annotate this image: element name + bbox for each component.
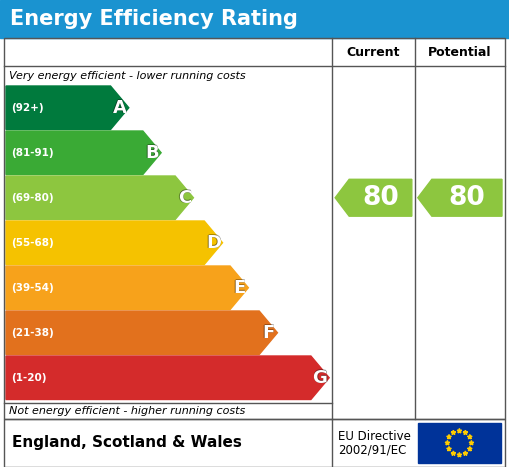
Text: G: G [313,369,328,387]
Text: (1-20): (1-20) [11,373,46,383]
Text: F: F [262,324,274,342]
Text: E: E [233,278,245,296]
Text: F: F [262,323,274,341]
Text: Very energy efficient - lower running costs: Very energy efficient - lower running co… [9,71,246,81]
Bar [418,423,501,463]
Text: 80: 80 [448,185,485,211]
Text: C: C [178,188,191,206]
Text: Potential: Potential [428,45,492,58]
Polygon shape [335,179,412,216]
Polygon shape [468,435,472,439]
Text: D: D [206,234,221,252]
Text: A: A [112,99,127,117]
Text: Current: Current [347,45,400,58]
Polygon shape [6,131,161,175]
Text: D: D [206,234,221,252]
Polygon shape [6,86,129,129]
Text: (21-38): (21-38) [11,328,54,338]
Text: (81-91): (81-91) [11,148,53,158]
Text: B: B [145,144,158,162]
Bar [0,0,509,38]
Polygon shape [6,266,248,310]
Polygon shape [463,451,468,455]
Text: B: B [146,144,159,162]
Text: England, Scotland & Wales: England, Scotland & Wales [12,436,242,451]
Bar [4,38,505,419]
Polygon shape [445,440,449,445]
Text: G: G [313,369,327,387]
Text: D: D [206,234,221,252]
Text: C: C [177,189,190,207]
Polygon shape [447,446,451,451]
Text: C: C [178,189,191,207]
Polygon shape [457,429,462,433]
Text: (39-54): (39-54) [11,283,54,293]
Text: G: G [313,368,327,386]
Text: D: D [205,234,220,252]
Text: E: E [233,279,245,297]
Text: E: E [233,279,245,297]
Polygon shape [418,179,502,216]
Polygon shape [447,435,451,439]
Text: B: B [145,144,159,162]
Text: Not energy efficient - higher running costs: Not energy efficient - higher running co… [9,406,245,416]
Text: C: C [178,189,191,207]
Text: EU Directive: EU Directive [338,430,411,443]
Polygon shape [463,430,468,435]
Text: E: E [234,279,246,297]
Text: A: A [112,99,127,117]
Text: A: A [113,99,127,117]
Text: F: F [263,324,275,342]
Text: (92+): (92+) [11,103,44,113]
Text: F: F [262,324,274,342]
Text: 2002/91/EC: 2002/91/EC [338,444,407,457]
Text: A: A [112,99,126,117]
Text: E: E [233,279,245,297]
Text: A: A [112,98,127,116]
Polygon shape [6,311,277,354]
Polygon shape [451,451,456,455]
Polygon shape [6,176,193,219]
Text: G: G [312,369,327,387]
Polygon shape [6,356,329,399]
Text: Energy Efficiency Rating: Energy Efficiency Rating [10,9,298,29]
Polygon shape [451,430,456,435]
Bar [4,419,505,467]
Text: B: B [145,143,159,161]
Text: C: C [178,189,191,207]
Text: D: D [206,233,221,251]
Polygon shape [457,453,462,457]
Polygon shape [468,446,472,451]
Text: G: G [313,369,327,387]
Polygon shape [6,221,222,264]
Text: 80: 80 [362,185,399,211]
Text: B: B [145,144,159,162]
Text: F: F [262,324,274,342]
Text: (55-68): (55-68) [11,238,54,248]
Text: (69-80): (69-80) [11,193,53,203]
Polygon shape [469,440,474,445]
